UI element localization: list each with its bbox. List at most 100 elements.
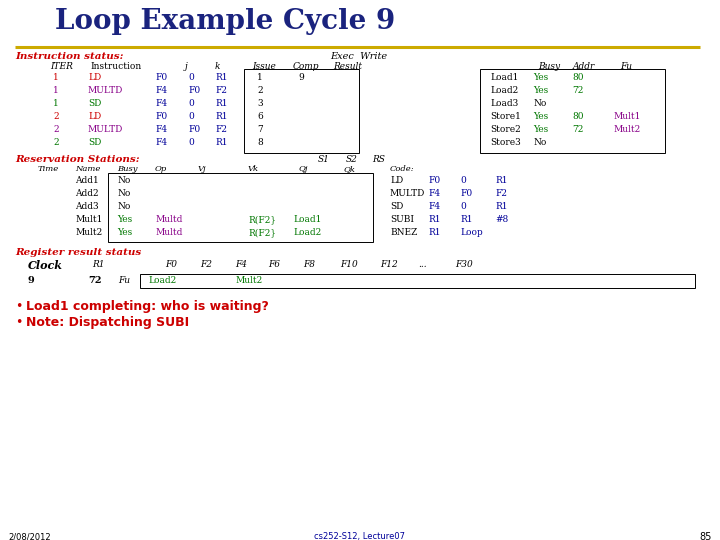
Text: 1: 1 xyxy=(257,73,263,82)
Text: R(F2}: R(F2} xyxy=(248,215,276,224)
Text: Busy: Busy xyxy=(538,62,560,71)
Text: No: No xyxy=(533,99,546,108)
Text: Yes: Yes xyxy=(533,125,548,134)
Text: Load1: Load1 xyxy=(293,215,321,224)
Text: Vk: Vk xyxy=(248,165,259,173)
Text: 9: 9 xyxy=(298,73,304,82)
Text: Addr: Addr xyxy=(573,62,595,71)
Text: Store3: Store3 xyxy=(490,138,521,147)
Text: F8: F8 xyxy=(303,260,315,269)
Text: F4: F4 xyxy=(428,189,440,198)
Text: F0: F0 xyxy=(188,86,200,95)
Text: Qj: Qj xyxy=(298,165,307,173)
Text: Comp: Comp xyxy=(293,62,320,71)
Text: SD: SD xyxy=(390,202,403,211)
Text: 6: 6 xyxy=(257,112,263,121)
Text: F6: F6 xyxy=(268,260,280,269)
Text: 1: 1 xyxy=(53,73,59,82)
Text: Issue: Issue xyxy=(252,62,276,71)
Text: SD: SD xyxy=(88,138,102,147)
Text: F0: F0 xyxy=(428,176,440,185)
Text: 1: 1 xyxy=(53,86,59,95)
Text: F4: F4 xyxy=(155,125,167,134)
Text: cs252-S12, Lecture07: cs252-S12, Lecture07 xyxy=(315,532,405,540)
Text: Yes: Yes xyxy=(533,86,548,95)
Text: Store1: Store1 xyxy=(490,112,521,121)
Text: 2/08/2012: 2/08/2012 xyxy=(8,532,50,540)
Text: Load2: Load2 xyxy=(293,228,321,237)
Text: 2: 2 xyxy=(53,138,58,147)
Text: Reservation Stations:: Reservation Stations: xyxy=(15,155,140,164)
Text: 0: 0 xyxy=(460,202,466,211)
Text: Qk: Qk xyxy=(343,165,355,173)
Text: F4: F4 xyxy=(428,202,440,211)
Text: Note: Dispatching SUBI: Note: Dispatching SUBI xyxy=(26,316,189,329)
Text: 9: 9 xyxy=(28,276,35,285)
Text: Fu: Fu xyxy=(620,62,632,71)
Text: MULTD: MULTD xyxy=(88,125,123,134)
Text: ITER: ITER xyxy=(50,62,73,71)
Text: Register result status: Register result status xyxy=(15,248,141,257)
Text: 2: 2 xyxy=(53,112,58,121)
Text: Clock: Clock xyxy=(28,260,63,271)
Text: 0: 0 xyxy=(188,73,194,82)
Text: j: j xyxy=(185,62,188,71)
Text: 2: 2 xyxy=(53,125,58,134)
Text: Instruction status:: Instruction status: xyxy=(15,52,124,61)
Text: Add3: Add3 xyxy=(75,202,99,211)
Text: R1: R1 xyxy=(215,138,228,147)
Text: No: No xyxy=(117,189,130,198)
Text: Name: Name xyxy=(75,165,100,173)
Text: Fu: Fu xyxy=(118,276,130,285)
Text: Load1: Load1 xyxy=(490,73,518,82)
Text: Exec  Write: Exec Write xyxy=(330,52,387,61)
Text: SUBI: SUBI xyxy=(390,215,414,224)
Text: R1: R1 xyxy=(460,215,472,224)
Text: Code:: Code: xyxy=(390,165,415,173)
Text: Multd: Multd xyxy=(155,228,182,237)
Text: 0: 0 xyxy=(460,176,466,185)
Text: F30: F30 xyxy=(455,260,473,269)
Text: 8: 8 xyxy=(257,138,263,147)
Text: F2: F2 xyxy=(495,189,507,198)
Text: F4: F4 xyxy=(155,138,167,147)
Text: Load2: Load2 xyxy=(148,276,176,285)
Text: F4: F4 xyxy=(235,260,247,269)
Text: Load1 completing: who is waiting?: Load1 completing: who is waiting? xyxy=(26,300,269,313)
Text: F12: F12 xyxy=(380,260,397,269)
Text: No: No xyxy=(117,176,130,185)
Bar xyxy=(108,173,373,242)
Text: ...: ... xyxy=(418,260,427,269)
Text: LD: LD xyxy=(88,73,102,82)
Text: F0: F0 xyxy=(165,260,177,269)
Text: 0: 0 xyxy=(188,99,194,108)
Text: F10: F10 xyxy=(340,260,358,269)
Text: R1: R1 xyxy=(215,73,228,82)
Text: No: No xyxy=(533,138,546,147)
Text: Instruction: Instruction xyxy=(90,62,141,71)
Text: Busy: Busy xyxy=(117,165,138,173)
Text: Mult2: Mult2 xyxy=(614,125,642,134)
Bar xyxy=(140,274,695,288)
Text: Result: Result xyxy=(333,62,362,71)
Text: Load3: Load3 xyxy=(490,99,518,108)
Text: 1: 1 xyxy=(53,99,59,108)
Text: #8: #8 xyxy=(495,215,508,224)
Text: 80: 80 xyxy=(572,73,583,82)
Text: F0: F0 xyxy=(155,73,167,82)
Text: R1: R1 xyxy=(495,202,508,211)
Text: F4: F4 xyxy=(155,99,167,108)
Bar xyxy=(244,69,359,153)
Text: 3: 3 xyxy=(257,99,263,108)
Text: Yes: Yes xyxy=(117,215,132,224)
Bar xyxy=(480,69,665,153)
Text: F2: F2 xyxy=(200,260,212,269)
Text: 72: 72 xyxy=(572,125,583,134)
Text: •: • xyxy=(15,300,22,313)
Text: S2: S2 xyxy=(346,155,358,164)
Text: Loop: Loop xyxy=(460,228,482,237)
Text: R1: R1 xyxy=(428,228,441,237)
Text: BNEZ: BNEZ xyxy=(390,228,418,237)
Text: 2: 2 xyxy=(257,86,263,95)
Text: RS: RS xyxy=(372,155,385,164)
